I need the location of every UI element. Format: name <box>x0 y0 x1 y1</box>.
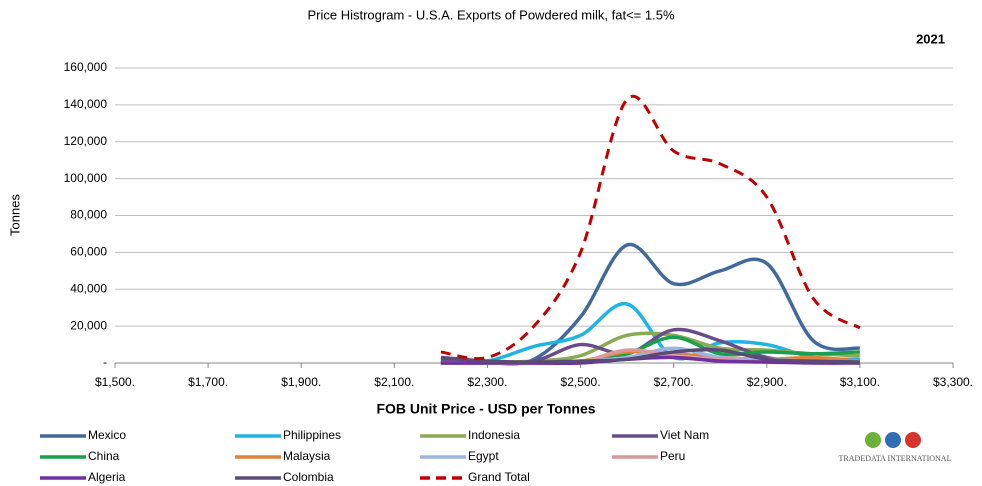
y-tick-label: 100,000 <box>64 171 108 185</box>
x-tick-label: $1,500. <box>95 375 135 389</box>
x-tick-label: $3,100. <box>840 375 880 389</box>
legend-label: Grand Total <box>468 470 530 484</box>
y-tick-label: 80,000 <box>70 208 107 222</box>
series-line <box>440 347 860 364</box>
series-line <box>440 94 861 361</box>
x-tick-label: $3,300. <box>933 375 973 389</box>
y-axis-label: Tonnes <box>7 194 22 236</box>
y-tick-label: 60,000 <box>70 245 107 259</box>
legend-label: Colombia <box>283 470 334 484</box>
x-tick-label: $1,700. <box>188 375 228 389</box>
legend-label: China <box>88 449 120 463</box>
legend-label: Indonesia <box>468 428 520 442</box>
legend-label: Mexico <box>88 428 126 442</box>
y-tick-label: 140,000 <box>64 97 108 111</box>
x-tick-label: $2,900. <box>747 375 787 389</box>
x-tick-label: $2,300. <box>467 375 507 389</box>
chart-title: Price Histrogram - U.S.A. Exports of Pow… <box>307 7 674 22</box>
y-tick-label: 20,000 <box>70 318 107 332</box>
legend-label: Peru <box>660 449 685 463</box>
y-tick-label: 160,000 <box>64 60 108 74</box>
y-tick-label: 120,000 <box>64 134 108 148</box>
chart-subtitle: 2021 <box>916 31 945 46</box>
logo-icons <box>865 432 921 448</box>
x-axis-label: FOB Unit Price - USD per Tonnes <box>376 401 595 417</box>
y-tick-label: 40,000 <box>70 281 107 295</box>
legend-label: Algeria <box>88 470 126 484</box>
legend-label: Malaysia <box>283 449 331 463</box>
x-tick-label: $2,500. <box>561 375 601 389</box>
x-tick-label: $1,900. <box>281 375 321 389</box>
legend-label: Philippines <box>283 428 341 442</box>
y-tick-label: - <box>103 355 107 369</box>
x-tick-label: $2,700. <box>654 375 694 389</box>
legend-label: Viet Nam <box>660 428 709 442</box>
legend-label: Egypt <box>468 449 499 463</box>
logo-text: TRADEDATA INTERNATIONAL <box>839 454 952 463</box>
x-tick-label: $2,100. <box>374 375 414 389</box>
